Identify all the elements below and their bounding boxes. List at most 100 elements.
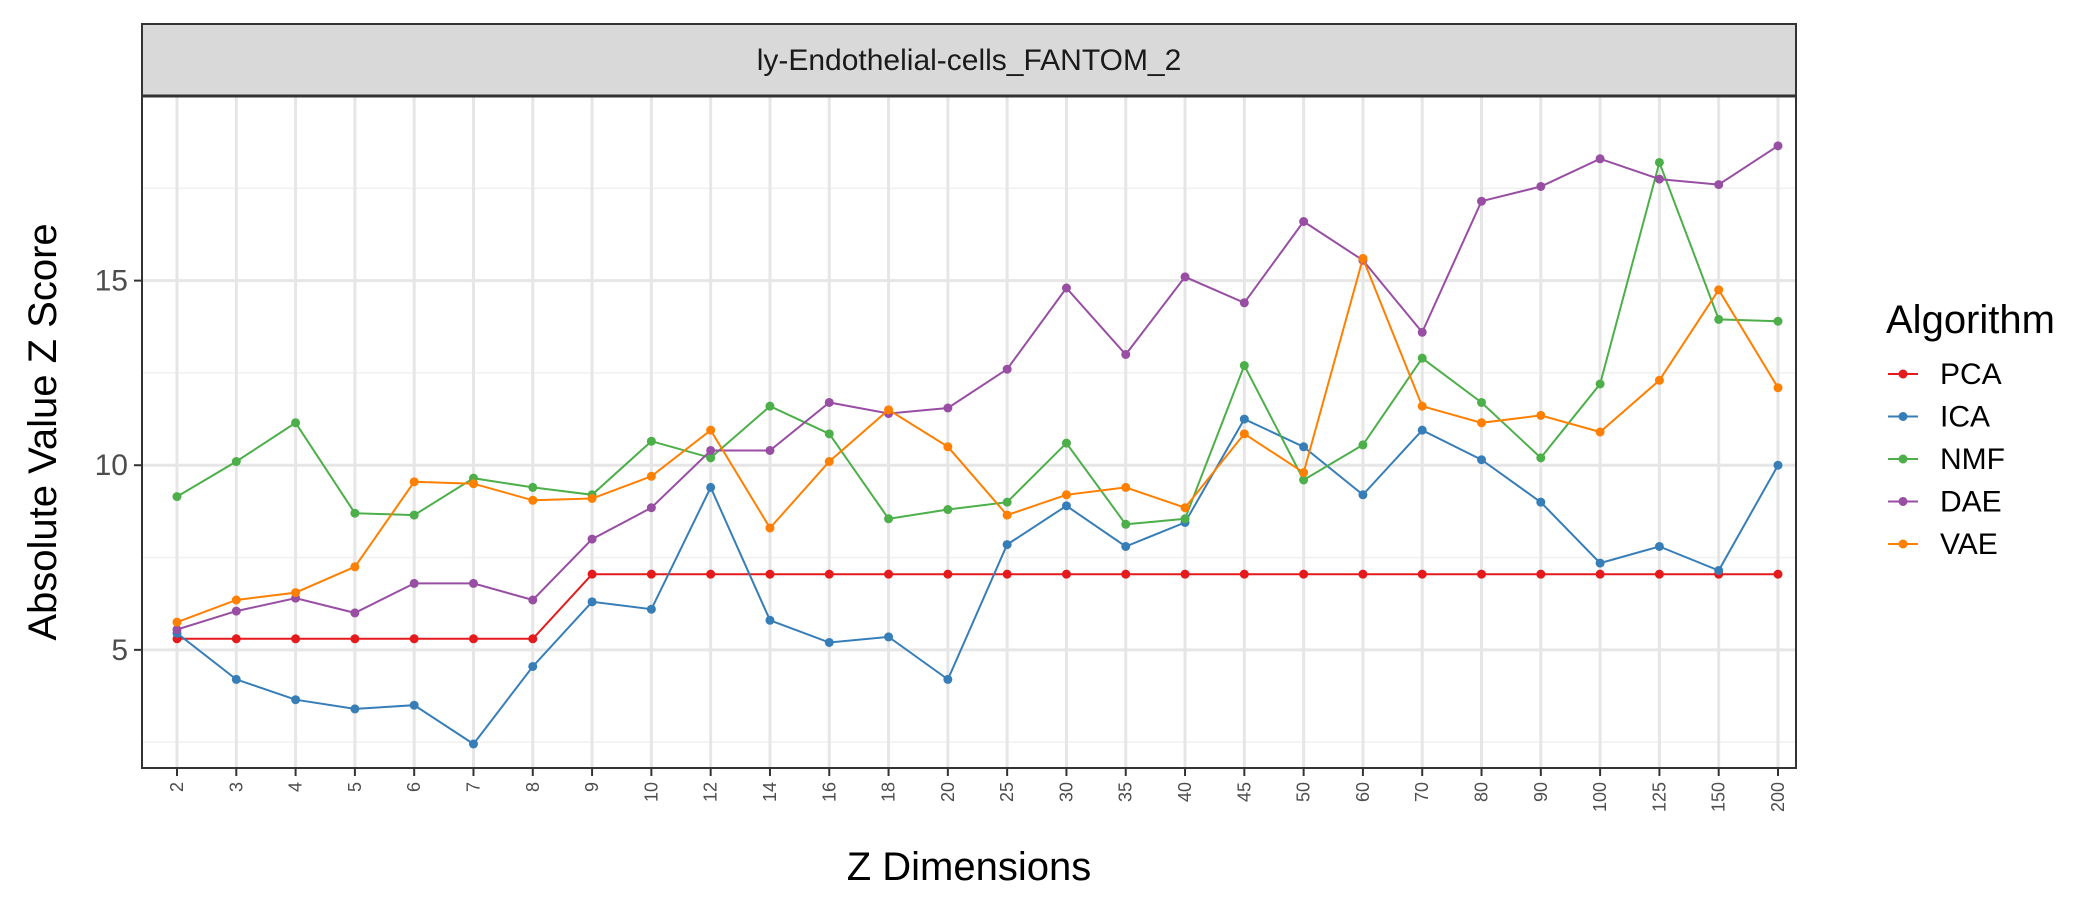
x-axis-label: Z Dimensions: [847, 845, 1092, 889]
x-tick-label: 45: [1234, 782, 1254, 802]
data-point-pca: [824, 569, 834, 579]
x-tick-label: 5: [345, 782, 365, 792]
x-tick-label: 18: [879, 782, 899, 802]
data-point-nmf: [172, 492, 182, 502]
x-tick-label: 16: [819, 782, 839, 802]
data-point-ica: [1299, 442, 1309, 452]
legend-swatch-point: [1898, 369, 1908, 379]
y-tick-label: 5: [111, 634, 128, 667]
facet-strip: [141, 23, 1797, 97]
data-point-nmf: [350, 508, 360, 518]
data-point-pca: [1654, 569, 1664, 579]
data-point-nmf: [765, 401, 775, 411]
y-axis-label: Absolute Value Z Score: [21, 223, 65, 640]
data-point-ica: [943, 674, 953, 684]
data-point-pca: [1121, 569, 1131, 579]
legend-label: NMF: [1940, 443, 2005, 476]
legend-swatch-point: [1898, 412, 1908, 421]
data-point-pca: [468, 634, 478, 644]
data-point-dae: [1061, 283, 1071, 293]
data-point-pca: [884, 569, 894, 579]
x-tick-label: 4: [286, 782, 306, 792]
data-point-vae: [1239, 429, 1249, 439]
data-point-pca: [1773, 569, 1783, 579]
x-tick-label: 10: [641, 782, 661, 802]
legend-label: DAE: [1940, 486, 2002, 519]
data-point-nmf: [409, 510, 419, 520]
data-point-nmf: [1239, 361, 1249, 371]
data-point-vae: [350, 562, 360, 572]
x-tick-label: 150: [1709, 782, 1729, 812]
x-tick-label: 60: [1353, 782, 1373, 802]
x-tick-label: 3: [226, 782, 246, 792]
x-tick-label: 30: [1056, 782, 1076, 802]
data-point-nmf: [1536, 453, 1546, 463]
x-tick-label: 8: [523, 782, 543, 792]
data-point-ica: [1536, 497, 1546, 507]
data-point-dae: [1773, 141, 1783, 151]
data-point-vae: [706, 425, 716, 435]
x-tick-label: 50: [1294, 782, 1314, 802]
x-tick-label: 20: [938, 782, 958, 802]
data-point-vae: [1773, 383, 1783, 393]
legend: Algorithm PCA ICA NMF DAE VAE: [1886, 298, 2055, 561]
data-point-dae: [765, 445, 775, 455]
data-point-ica: [468, 739, 478, 749]
data-point-pca: [646, 569, 656, 579]
legend-swatch-point: [1898, 497, 1908, 506]
data-point-nmf: [1002, 497, 1012, 507]
data-point-pca: [1417, 569, 1427, 579]
data-point-pca: [528, 634, 538, 644]
data-point-dae: [1299, 217, 1309, 227]
data-point-nmf: [646, 436, 656, 446]
x-tick-label: 6: [404, 782, 424, 792]
data-point-dae: [587, 534, 597, 544]
data-point-ica: [291, 695, 301, 705]
data-point-dae: [1121, 349, 1131, 359]
data-point-dae: [172, 625, 182, 635]
data-point-dae: [1536, 181, 1546, 191]
data-point-nmf: [1714, 314, 1724, 324]
data-point-pca: [350, 634, 360, 644]
data-point-vae: [1002, 510, 1012, 520]
data-point-ica: [1773, 460, 1783, 470]
data-point-ica: [1358, 490, 1368, 500]
data-point-nmf: [1417, 353, 1427, 363]
legend-item-vae: VAE: [1888, 528, 1998, 561]
data-point-vae: [1536, 410, 1546, 420]
legend-item-ica: ICA: [1888, 401, 1990, 434]
data-point-ica: [824, 637, 834, 647]
data-point-vae: [1358, 253, 1368, 263]
series-pca: [172, 569, 1783, 644]
data-point-ica: [1121, 541, 1131, 551]
data-point-dae: [1239, 298, 1249, 308]
data-point-ica: [587, 597, 597, 607]
data-point-dae: [409, 578, 419, 588]
data-point-vae: [587, 493, 597, 503]
legend-swatch-point: [1898, 539, 1908, 549]
data-point-ica: [1002, 540, 1012, 550]
data-point-nmf: [1773, 316, 1783, 326]
x-tick-label: 9: [582, 782, 602, 792]
data-point-vae: [231, 595, 241, 605]
data-point-pca: [1477, 569, 1487, 579]
data-point-dae: [1595, 154, 1605, 164]
legend-label: PCA: [1940, 358, 2002, 391]
legend-label: ICA: [1940, 401, 1990, 434]
legend-label: VAE: [1940, 528, 1998, 561]
data-point-ica: [1654, 541, 1664, 551]
x-tick-label: 125: [1649, 782, 1669, 812]
series-line-nmf: [176, 159, 1779, 526]
data-point-pca: [706, 569, 716, 579]
series-vae: [172, 253, 1783, 627]
x-tick-label: 7: [463, 782, 483, 792]
data-point-pca: [409, 634, 419, 644]
data-point-dae: [350, 608, 360, 618]
data-point-pca: [1536, 569, 1546, 579]
data-point-ica: [231, 674, 241, 684]
data-point-nmf: [1299, 475, 1309, 485]
data-point-nmf: [1654, 157, 1664, 167]
x-tick-label: 90: [1531, 782, 1551, 802]
